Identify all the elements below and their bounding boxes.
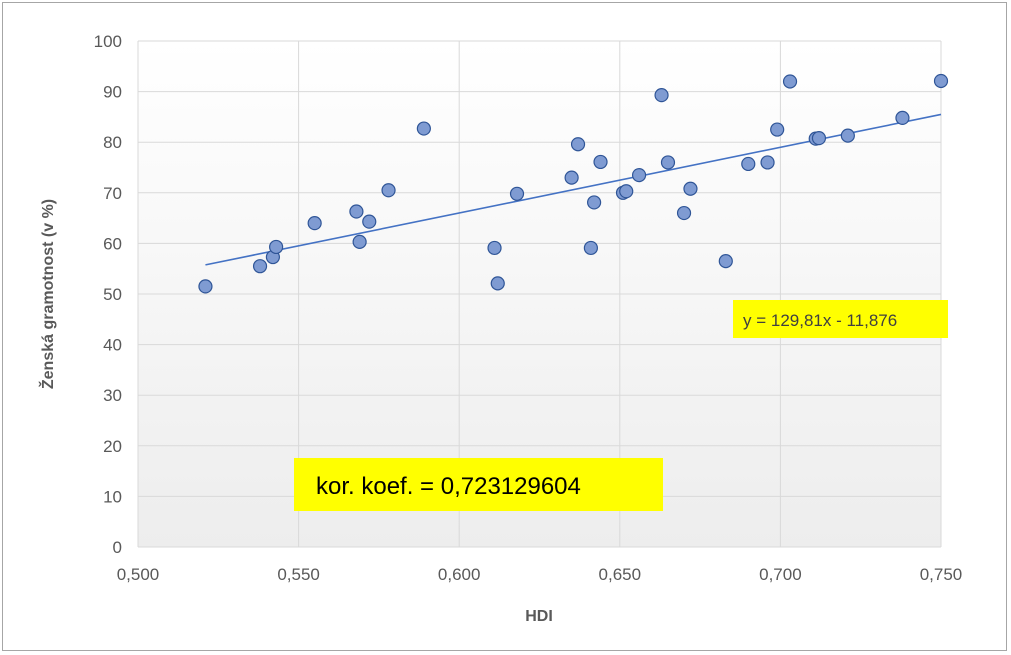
data-point xyxy=(619,184,634,199)
y-tick-label: 20 xyxy=(103,437,122,456)
data-point xyxy=(509,186,525,201)
data-point xyxy=(683,181,698,196)
x-tick-label: 0,700 xyxy=(759,565,802,584)
data-point xyxy=(718,254,733,269)
data-point xyxy=(811,131,827,146)
data-point xyxy=(362,214,377,229)
data-point xyxy=(660,155,676,170)
x-tick-label: 0,600 xyxy=(438,565,481,584)
data-point xyxy=(570,137,586,152)
data-point xyxy=(487,240,502,256)
x-tick-label: 0,550 xyxy=(277,565,320,584)
trendline-label-background xyxy=(733,300,948,338)
data-point xyxy=(760,155,775,170)
data-point xyxy=(269,239,284,255)
data-point xyxy=(252,259,268,274)
trendline-equation: y = 129,81x - 11,876 xyxy=(743,311,897,330)
data-point xyxy=(631,167,647,183)
x-tick-label: 0,500 xyxy=(117,565,160,584)
data-point xyxy=(770,122,785,137)
x-tick-label: 0,650 xyxy=(599,565,642,584)
data-point xyxy=(381,183,396,198)
tick-labels: 0 10 20 30 40 50 60 70 80 90 100 0,500 0,550 0,600 0,6… xyxy=(94,32,963,584)
data-point xyxy=(587,195,602,210)
y-tick-label: 50 xyxy=(103,285,122,304)
data-point xyxy=(564,170,579,185)
data-point xyxy=(840,128,855,143)
data-point xyxy=(349,204,364,219)
gridlines xyxy=(137,40,942,548)
y-tick-label: 10 xyxy=(103,487,122,506)
data-point xyxy=(416,121,431,136)
y-tick-label: 90 xyxy=(103,83,122,102)
y-axis-title: Ženská gramotnost (v %) xyxy=(38,199,57,389)
data-point xyxy=(490,276,505,291)
y-tick-label: 60 xyxy=(103,234,122,253)
y-tick-label: 80 xyxy=(103,133,122,152)
x-tick-label: 0,750 xyxy=(920,565,963,584)
y-tick-label: 70 xyxy=(103,184,122,203)
data-point xyxy=(198,279,213,294)
y-tick-label: 100 xyxy=(94,32,122,51)
data-point xyxy=(583,240,598,256)
data-point xyxy=(654,88,669,103)
correlation-annotation-background xyxy=(294,458,663,511)
data-point xyxy=(307,216,322,231)
data-point xyxy=(782,74,798,89)
trendline-label: y = 129,81x - 11,876 xyxy=(733,300,948,338)
data-point xyxy=(895,110,910,126)
data-point xyxy=(593,154,608,170)
data-point xyxy=(741,156,756,172)
y-tick-label: 40 xyxy=(103,336,122,355)
y-tick-label: 0 xyxy=(113,538,122,557)
scatter-chart: 0 10 20 30 40 50 60 70 80 90 100 0,500 0,550 0,600 0,6… xyxy=(38,32,963,625)
correlation-text: kor. koef. = 0,723129604 xyxy=(316,473,581,500)
data-point xyxy=(676,205,692,221)
data-point xyxy=(933,73,949,89)
y-tick-label: 30 xyxy=(103,386,122,405)
data-points xyxy=(198,73,949,294)
data-point xyxy=(352,234,367,249)
x-axis-title: HDI xyxy=(525,608,553,625)
correlation-annotation: kor. koef. = 0,723129604 xyxy=(294,458,663,511)
